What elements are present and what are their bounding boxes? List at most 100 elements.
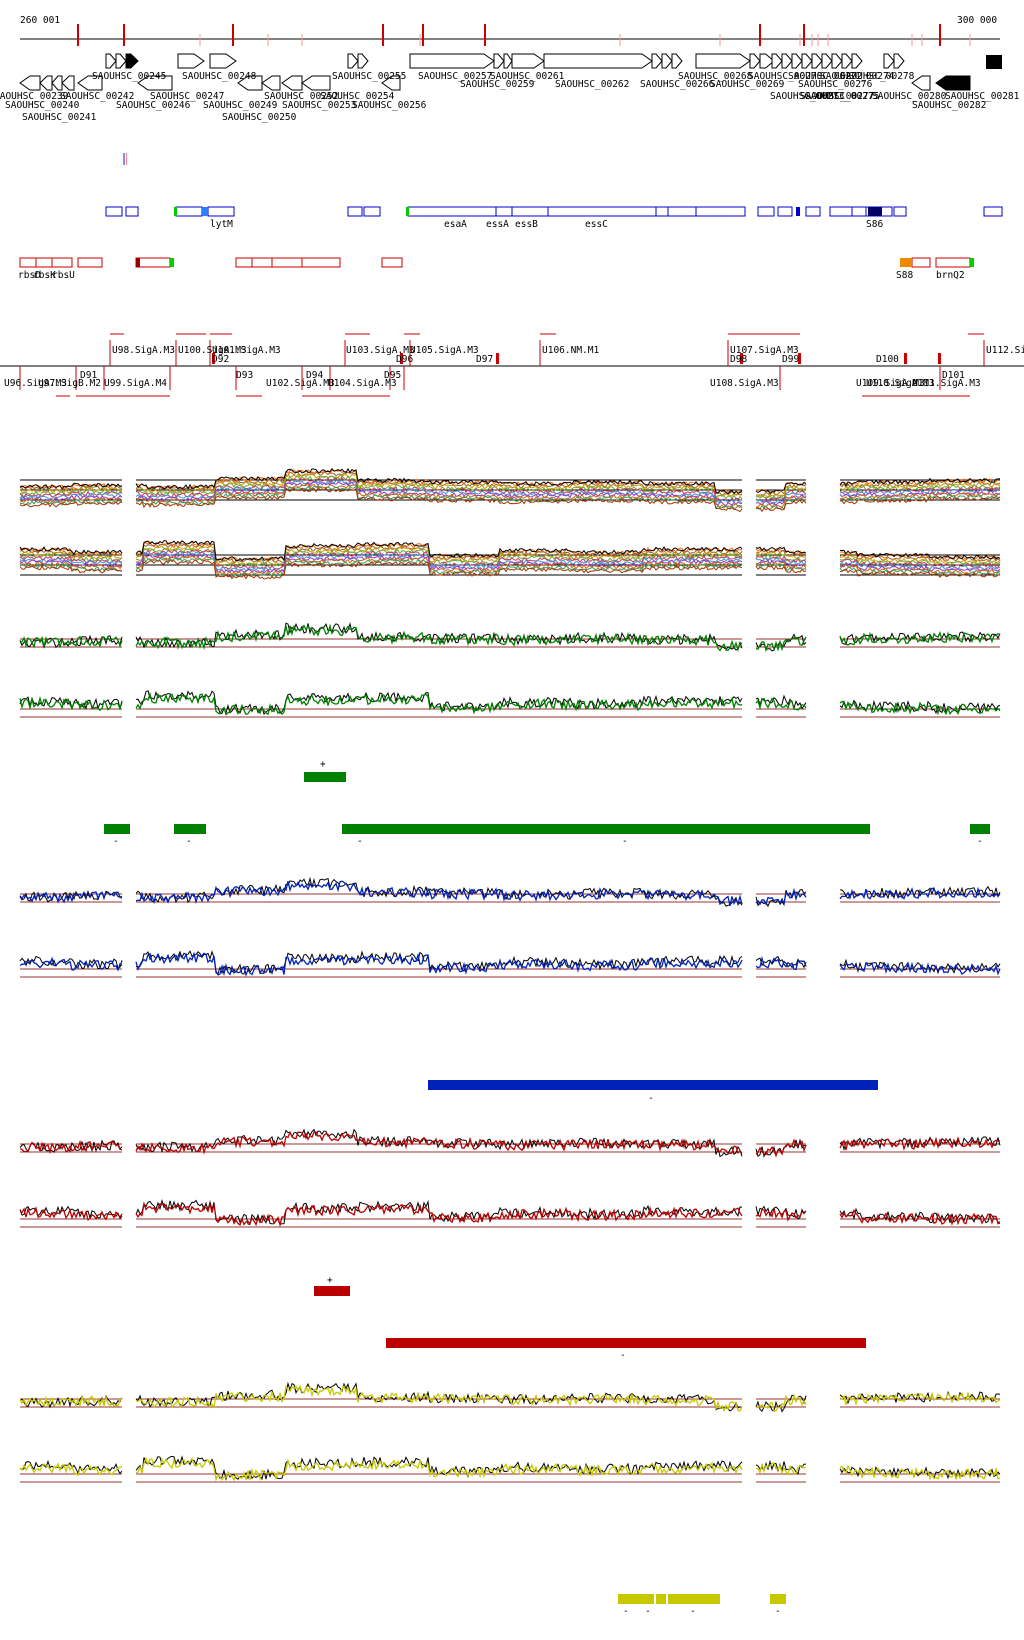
segment-label[interactable]: U108.SigA.M3 bbox=[710, 378, 779, 389]
gene-label[interactable]: SAOUHSC_00241 bbox=[22, 112, 97, 123]
red-feature-box bbox=[77, 257, 103, 268]
feature-label-essa[interactable]: essA bbox=[486, 219, 509, 230]
gene-label[interactable]: SAOUHSC_00245 bbox=[92, 71, 166, 82]
downshift-labels: D91 D92 D93 D94 D95 D96 D97 D98 D99 D100… bbox=[80, 354, 965, 381]
gene-label[interactable]: SAOUHSC_00269 bbox=[710, 79, 785, 90]
feature-label-s86[interactable]: S86 bbox=[866, 219, 883, 230]
gene-label[interactable]: SAOUHSC_00247 bbox=[150, 91, 224, 102]
minus-marker: - bbox=[775, 1606, 781, 1617]
downshift-label[interactable]: D101 bbox=[942, 370, 965, 381]
gene-label[interactable]: SAOUHSC_00254 bbox=[320, 91, 395, 102]
red-feature-fill bbox=[136, 258, 140, 267]
segment-label[interactable]: U103.SigA.M3 bbox=[346, 345, 415, 356]
segment-label[interactable]: U98.SigA.M3 bbox=[112, 345, 175, 356]
minus-marker: - bbox=[648, 1093, 654, 1104]
feature-label-s88[interactable]: S88 bbox=[896, 270, 913, 281]
segment-label[interactable]: U97.SigB.M2 bbox=[38, 378, 101, 389]
gene-label[interactable]: SAOUHSC_00259 bbox=[460, 79, 535, 90]
gene-arrow-forward bbox=[357, 53, 369, 69]
gene-label[interactable]: SAOUHSC_00253 bbox=[282, 100, 356, 111]
segment-label[interactable]: U111.SigA.M3 bbox=[912, 378, 981, 389]
plus-marker: + bbox=[327, 1275, 333, 1286]
feature-label-lytm[interactable]: lytM bbox=[210, 219, 233, 230]
blue-feature-box bbox=[893, 206, 907, 217]
segment-labels-upper: U98.SigA.M3 U100.SigA.M3 U101.SigA.M3 U1… bbox=[112, 345, 1024, 356]
downshift-mark bbox=[740, 353, 743, 364]
gene-label[interactable]: SAOUHSC_00268 bbox=[678, 71, 753, 82]
segment-label[interactable]: U96.SigA.M3 bbox=[4, 378, 67, 389]
gene-label[interactable]: SAOUHSC_00274 bbox=[820, 71, 895, 82]
downshift-label[interactable]: D97 bbox=[476, 354, 493, 365]
downshift-label[interactable]: D92 bbox=[212, 354, 229, 365]
expression-ensemble-trace bbox=[19, 557, 1001, 578]
gene-label[interactable]: SAOUHSC_00249 bbox=[203, 100, 278, 111]
gene-label[interactable]: SAOUHSC_00256 bbox=[352, 100, 427, 111]
gene-track[interactable] bbox=[19, 53, 1002, 91]
downshift-label[interactable]: D93 bbox=[236, 370, 253, 381]
gene-label[interactable]: SAOUHSC_00246 bbox=[116, 100, 191, 111]
feature-label-esaa[interactable]: esaA bbox=[444, 219, 467, 230]
segment-label[interactable]: U110.SigA.M3 bbox=[866, 378, 935, 389]
segment-label[interactable]: U99.SigA.M4 bbox=[104, 378, 167, 389]
downshift-label[interactable]: D98 bbox=[730, 354, 747, 365]
feature-label-essc[interactable]: essC bbox=[585, 219, 608, 230]
gene-label[interactable]: SAOUHSC_00278 bbox=[840, 71, 915, 82]
downshift-label[interactable]: D99 bbox=[782, 354, 799, 365]
gene-label[interactable]: SAOUHSC_00262 bbox=[555, 79, 629, 90]
blue-feature-fill bbox=[202, 207, 208, 216]
gene-arrow-forward bbox=[893, 53, 905, 69]
feature-label-brnq2[interactable]: brnQ2 bbox=[936, 270, 965, 281]
segment-label[interactable]: U109.SigA.M3 bbox=[856, 378, 925, 389]
segment-label[interactable]: U104.SigA.M3 bbox=[328, 378, 397, 389]
downshift-label[interactable]: D100 bbox=[876, 354, 899, 365]
gene-label[interactable]: SAOUHSC_00250 bbox=[222, 112, 297, 123]
gene-arrow-forward bbox=[105, 53, 117, 69]
feature-label-essb[interactable]: essB bbox=[515, 219, 538, 230]
segment-label[interactable]: U101.SigA.M3 bbox=[212, 345, 281, 356]
gene-label[interactable]: SAOUHSC_00282 bbox=[912, 100, 986, 111]
gene-label[interactable]: SAOUHSC_00281 bbox=[945, 91, 1020, 102]
gene-label[interactable]: SAOUHSC_00239 bbox=[0, 91, 69, 102]
feature-label-rbsu[interactable]: rbsU bbox=[52, 270, 75, 281]
gene-label[interactable]: SAOUHSC_00257 bbox=[418, 71, 492, 82]
blue-feature-fill bbox=[868, 207, 882, 216]
segment-label[interactable]: U100.SigA.M3 bbox=[178, 345, 247, 356]
blue-feature-box bbox=[667, 206, 697, 217]
gene-label[interactable]: SAOUHSC_00272 bbox=[788, 71, 862, 82]
downshift-label[interactable]: D94 bbox=[306, 370, 323, 381]
gene-label[interactable]: SAOUHSC_00275 bbox=[805, 91, 879, 102]
gene-label[interactable]: SAOUHSC_00277 bbox=[800, 91, 874, 102]
blue-feature-box bbox=[125, 206, 139, 217]
gene-label[interactable]: SAOUHSC_00240 bbox=[5, 100, 80, 111]
red-feature-box bbox=[251, 257, 273, 268]
segment-label[interactable]: U105.SigA.M3 bbox=[410, 345, 479, 356]
feature-label-rbsd[interactable]: rbsD bbox=[18, 270, 41, 281]
coordinate-ruler: 260 001 300 000 bbox=[20, 15, 1000, 46]
gene-label[interactable]: SAOUHSC_00276 bbox=[798, 79, 873, 90]
gene-label[interactable]: SAOUHSC_00266 bbox=[640, 79, 715, 90]
segment-label[interactable]: U102.SigA.M3 bbox=[266, 378, 335, 389]
gene-label[interactable]: SAOUHSC_00270 bbox=[748, 71, 823, 82]
blue-feature-box bbox=[207, 206, 235, 217]
condition-trace bbox=[19, 1384, 1001, 1413]
gene-label[interactable]: SAOUHSC_00248 bbox=[182, 71, 257, 82]
feature-label-rbsk[interactable]: rbsK bbox=[33, 270, 56, 281]
segment-label[interactable]: U112.SigA.M3 bbox=[986, 345, 1024, 356]
gene-label[interactable]: SAOUHSC_00252 bbox=[264, 91, 338, 102]
downshift-label[interactable]: D91 bbox=[80, 370, 97, 381]
segment-marks bbox=[19, 333, 985, 397]
gene-label[interactable]: SAOUHSC_00261 bbox=[490, 71, 565, 82]
gene-label[interactable]: SAOUHSC_00280 bbox=[872, 91, 947, 102]
gene-label[interactable]: SAOUHSC_00273 bbox=[770, 91, 844, 102]
segment-label[interactable]: U107.SigA.M3 bbox=[730, 345, 799, 356]
gene-label[interactable]: SAOUHSC_00255 bbox=[332, 71, 406, 82]
expression-ensemble-trace bbox=[19, 549, 1001, 570]
downshift-label[interactable]: D96 bbox=[396, 354, 413, 365]
downshift-label[interactable]: D95 bbox=[384, 370, 401, 381]
expression-ensemble-trace bbox=[19, 543, 1001, 564]
condition-bar bbox=[314, 1286, 350, 1296]
downshift-mark bbox=[798, 353, 801, 364]
gene-label[interactable]: SAOUHSC_00242 bbox=[60, 91, 134, 102]
blue-feature-box bbox=[757, 206, 775, 217]
segment-label[interactable]: U106.NM.M1 bbox=[542, 345, 599, 356]
